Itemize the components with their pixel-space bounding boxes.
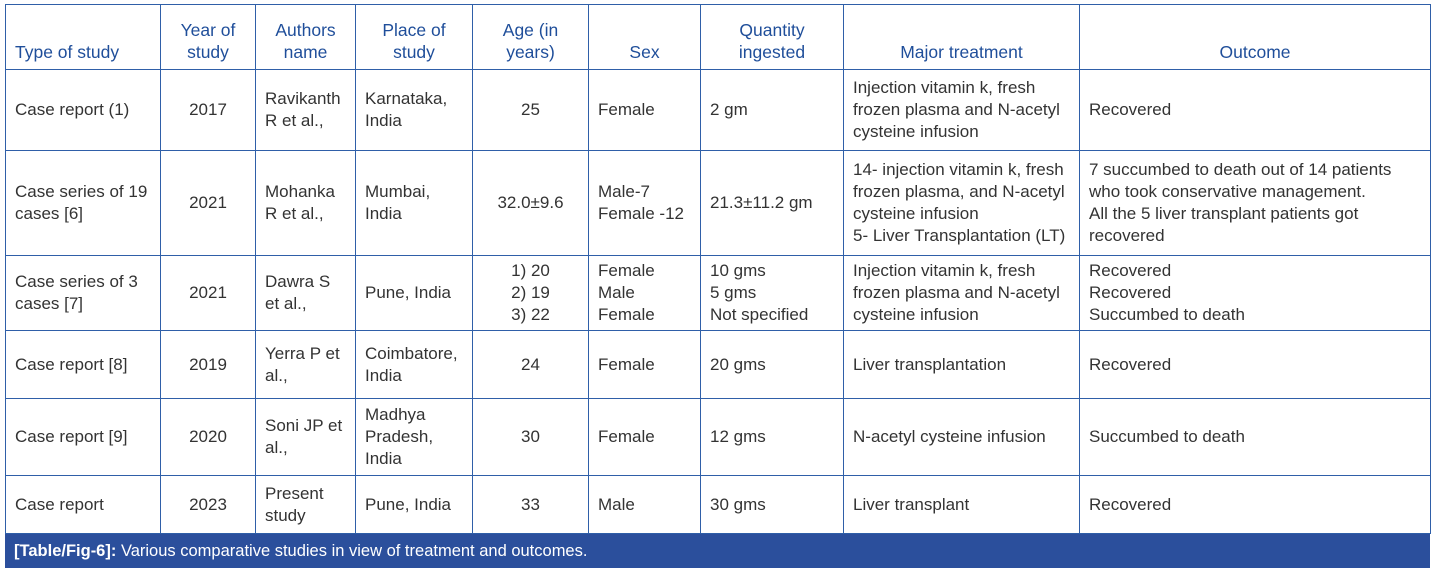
column-header: Authors name <box>255 4 356 70</box>
table-header-row: Type of study Year of study Authors name Pl… <box>5 4 1431 70</box>
table-cell: 14- injection vitamin k, fresh frozen pl… <box>843 150 1080 256</box>
column-header: Sex <box>588 4 701 70</box>
table-row: Case series of 3 cases [7] 2021 Dawra S et… <box>5 255 1431 331</box>
table-cell: Liver transplantation <box>843 330 1080 399</box>
table-cell: Injection vitamin k, fresh frozen plasma… <box>843 69 1080 151</box>
table-cell: 1) 20 2) 19 3) 22 <box>472 255 589 331</box>
column-header: Age (in years) <box>472 4 589 70</box>
table-cell: Injection vitamin k, fresh frozen plasma… <box>843 255 1080 331</box>
table-cell: Ravikanth R et al., <box>255 69 356 151</box>
table-cell: Male-7 Female -12 <box>588 150 701 256</box>
table-cell: Yerra P et al., <box>255 330 356 399</box>
column-header: Outcome <box>1079 4 1431 70</box>
table-cell: Recovered <box>1079 475 1431 534</box>
table-cell: 7 succumbed to death out of 14 patients … <box>1079 150 1431 256</box>
table-cell: 10 gms 5 gms Not specified <box>700 255 844 331</box>
comparative-studies-table: Type of study Year of study Authors name Pl… <box>5 4 1431 534</box>
table-cell: 24 <box>472 330 589 399</box>
table-cell: Case series of 3 cases [7] <box>5 255 161 331</box>
table-cell: Coimbatore, India <box>355 330 473 399</box>
table-cell: 32.0±9.6 <box>472 150 589 256</box>
table-cell: 2019 <box>160 330 256 399</box>
table-cell: Recovered <box>1079 330 1431 399</box>
table-cell: Pune, India <box>355 255 473 331</box>
table-cell: N-acetyl cysteine infusion <box>843 398 1080 476</box>
caption-text: Various comparative studies in view of t… <box>116 542 588 560</box>
table-cell: 2021 <box>160 255 256 331</box>
table-row: Case report [9] 2020 Soni JP et al., Madhya… <box>5 398 1431 476</box>
table-cell: 12 gms <box>700 398 844 476</box>
table-caption: [Table/Fig-6]: Various comparative studi… <box>5 534 1430 568</box>
table-cell: Succumbed to death <box>1079 398 1431 476</box>
table-cell: Dawra S et al., <box>255 255 356 331</box>
table-cell: Pune, India <box>355 475 473 534</box>
table-cell: Mumbai, India <box>355 150 473 256</box>
table-cell: Karnataka, India <box>355 69 473 151</box>
table-cell: 25 <box>472 69 589 151</box>
table-cell: Female Male Female <box>588 255 701 331</box>
table-cell: 2020 <box>160 398 256 476</box>
table-cell: Soni JP et al., <box>255 398 356 476</box>
table-cell: Female <box>588 398 701 476</box>
table-cell: Mohanka R et al., <box>255 150 356 256</box>
table-row: Case report [8] 2019 Yerra P et al., Coimba… <box>5 330 1431 399</box>
table-cell: Case report <box>5 475 161 534</box>
table-cell: Case report [9] <box>5 398 161 476</box>
column-header: Year of study <box>160 4 256 70</box>
table-cell: Case series of 19 cases [6] <box>5 150 161 256</box>
table-cell: Female <box>588 69 701 151</box>
table-cell: 2 gm <box>700 69 844 151</box>
table-cell: 2017 <box>160 69 256 151</box>
column-header: Type of study <box>5 4 161 70</box>
table-cell: Present study <box>255 475 356 534</box>
table-cell: Recovered Recovered Succumbed to death <box>1079 255 1431 331</box>
table-row: Case report (1) 2017 Ravikanth R et al., Ka… <box>5 69 1431 151</box>
column-header: Place of study <box>355 4 473 70</box>
table-cell: 21.3±11.2 gm <box>700 150 844 256</box>
table-cell: Case report (1) <box>5 69 161 151</box>
table-cell: Madhya Pradesh, India <box>355 398 473 476</box>
table-cell: Liver transplant <box>843 475 1080 534</box>
column-header: Quantity ingested <box>700 4 844 70</box>
table-cell: Recovered <box>1079 69 1431 151</box>
comparative-studies-table-figure: Type of study Year of study Authors name Pl… <box>5 4 1431 568</box>
table-cell: 30 <box>472 398 589 476</box>
caption-label: [Table/Fig-6]: <box>14 542 117 560</box>
table-cell: 30 gms <box>700 475 844 534</box>
table-cell: 2023 <box>160 475 256 534</box>
column-header: Major treatment <box>843 4 1080 70</box>
table-cell: 2021 <box>160 150 256 256</box>
table-cell: 33 <box>472 475 589 534</box>
table-cell: Case report [8] <box>5 330 161 399</box>
table-row: Case report 2023 Present study Pune, India 3… <box>5 475 1431 534</box>
table-cell: Female <box>588 330 701 399</box>
table-cell: Male <box>588 475 701 534</box>
table-row: Case series of 19 cases [6] 2021 Mohanka R… <box>5 150 1431 256</box>
table-cell: 20 gms <box>700 330 844 399</box>
